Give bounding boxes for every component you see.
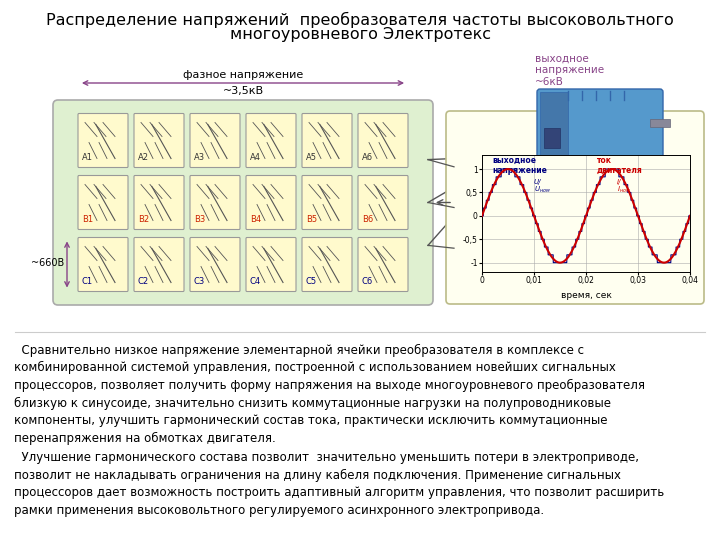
Text: C4: C4 [250, 278, 261, 287]
Text: фазное напряжение: фазное напряжение [183, 70, 303, 80]
X-axis label: время, сек: время, сек [561, 291, 611, 300]
FancyBboxPatch shape [134, 113, 184, 167]
FancyBboxPatch shape [537, 89, 663, 165]
FancyBboxPatch shape [302, 238, 352, 292]
Text: I/: I/ [617, 179, 621, 185]
FancyBboxPatch shape [302, 176, 352, 230]
FancyBboxPatch shape [78, 113, 128, 167]
Text: ~3,5кВ: ~3,5кВ [222, 86, 264, 96]
FancyBboxPatch shape [246, 176, 296, 230]
Text: A3: A3 [194, 153, 205, 163]
Text: ~660В: ~660В [31, 258, 64, 267]
Text: выходное
напряжение: выходное напряжение [492, 156, 547, 176]
Text: B6: B6 [362, 215, 373, 225]
Text: A1: A1 [82, 153, 93, 163]
Text: A4: A4 [250, 153, 261, 163]
Text: C6: C6 [362, 278, 373, 287]
FancyBboxPatch shape [134, 176, 184, 230]
Text: B4: B4 [250, 215, 261, 225]
FancyBboxPatch shape [190, 238, 240, 292]
Text: C5: C5 [306, 278, 317, 287]
FancyBboxPatch shape [190, 113, 240, 167]
FancyBboxPatch shape [190, 176, 240, 230]
Text: B5: B5 [306, 215, 317, 225]
Text: выходное
напряжение
~6кВ: выходное напряжение ~6кВ [535, 54, 604, 87]
FancyBboxPatch shape [446, 111, 704, 304]
Text: B1: B1 [82, 215, 93, 225]
FancyBboxPatch shape [78, 176, 128, 230]
Text: B2: B2 [138, 215, 149, 225]
Text: A5: A5 [306, 153, 317, 163]
Bar [545, 162, 655, 170]
Text: $U_{ном}$: $U_{ном}$ [534, 185, 551, 195]
FancyBboxPatch shape [78, 238, 128, 292]
Text: C1: C1 [82, 278, 93, 287]
FancyBboxPatch shape [134, 238, 184, 292]
FancyBboxPatch shape [358, 113, 408, 167]
Text: C2: C2 [138, 278, 149, 287]
FancyBboxPatch shape [53, 100, 433, 305]
Bar [650, 119, 670, 127]
Text: $I_{ном}$: $I_{ном}$ [617, 185, 631, 195]
FancyBboxPatch shape [358, 176, 408, 230]
Text: Улучшение гармонического состава позволит  значительно уменьшить потери в электр: Улучшение гармонического состава позволи… [14, 451, 665, 517]
Text: многоуровневого Электротекс: многоуровневого Электротекс [230, 27, 490, 42]
Bar [540, 92, 568, 162]
Text: C3: C3 [194, 278, 205, 287]
Text: Распределение напряжений  преобразователя частоты высоковольтного: Распределение напряжений преобразователя… [46, 12, 674, 28]
FancyBboxPatch shape [302, 113, 352, 167]
Text: U/: U/ [534, 179, 541, 185]
Text: ток
двигателя: ток двигателя [596, 156, 642, 176]
FancyBboxPatch shape [246, 113, 296, 167]
Text: A6: A6 [362, 153, 373, 163]
Text: B3: B3 [194, 215, 205, 225]
FancyBboxPatch shape [246, 238, 296, 292]
Text: A2: A2 [138, 153, 149, 163]
Bar [544, 128, 560, 148]
FancyBboxPatch shape [358, 238, 408, 292]
Text: Сравнительно низкое напряжение элементарной ячейки преобразователя в комплексе с: Сравнительно низкое напряжение элементар… [14, 343, 645, 445]
